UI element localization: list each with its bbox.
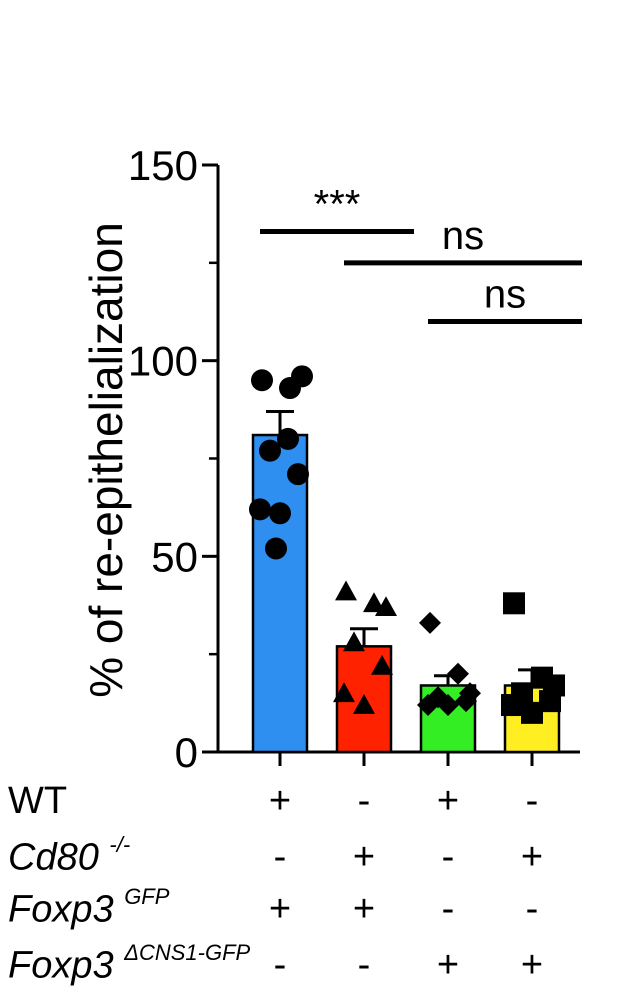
significance-label: ns <box>442 214 484 258</box>
data-point <box>259 439 281 462</box>
chart-canvas: 0 50 100 150 % of re-epithelialization *** nsn… <box>80 142 582 770</box>
data-point <box>455 690 477 713</box>
condition-mark: - <box>357 780 371 822</box>
condition-mark: - <box>441 888 455 930</box>
data-point <box>371 654 393 675</box>
data-point <box>333 682 355 703</box>
condition-mark: + <box>436 780 460 822</box>
condition-mark: - <box>273 836 287 878</box>
condition-mark: - <box>273 944 287 986</box>
condition-mark: - <box>357 944 371 986</box>
condition-mark: + <box>352 888 376 930</box>
condition-mark: + <box>520 944 544 986</box>
data-point <box>363 592 385 613</box>
data-point <box>419 611 441 634</box>
condition-name: Foxp3 <box>8 888 114 931</box>
condition-name: Cd80 <box>8 836 99 879</box>
data-point <box>447 662 469 685</box>
y-tick-label: 50 <box>151 533 198 580</box>
y-tick-label: 100 <box>128 338 198 385</box>
condition-name: WT <box>8 780 68 822</box>
condition-mark: + <box>436 944 460 986</box>
data-point <box>417 694 439 717</box>
condition-label: Foxp3 ΔCNS1-GFP <box>8 940 250 988</box>
y-axis-label: % of re-epithelialization <box>80 222 132 698</box>
significance-label: *** <box>314 183 361 227</box>
condition-mark: + <box>352 836 376 878</box>
condition-mark: + <box>268 888 292 930</box>
bar-1 <box>251 433 309 754</box>
condition-label: Foxp3 GFP <box>8 884 169 932</box>
data-point <box>335 580 357 601</box>
data-point <box>251 369 273 392</box>
condition-mark: - <box>441 836 455 878</box>
data-point <box>375 596 397 617</box>
condition-name: Foxp3 <box>8 944 114 987</box>
condition-superscript: GFP <box>124 884 170 909</box>
condition-mark: - <box>525 780 539 822</box>
data-point <box>501 694 523 717</box>
data-point <box>291 365 313 388</box>
condition-label: Cd80 -/- <box>8 832 130 880</box>
y-tick-label: 150 <box>128 142 198 189</box>
condition-mark: + <box>520 836 544 878</box>
data-point <box>539 690 561 713</box>
condition-mark: - <box>525 888 539 930</box>
condition-superscript: -/- <box>109 832 131 857</box>
y-tick-label: 0 <box>175 729 198 770</box>
data-point <box>353 694 375 714</box>
data-point <box>503 592 525 615</box>
data-point <box>269 502 291 525</box>
data-point <box>277 427 299 450</box>
data-point <box>249 498 271 521</box>
data-point <box>343 631 365 652</box>
data-point <box>287 463 309 486</box>
data-point <box>521 701 543 724</box>
data-point <box>265 537 287 560</box>
condition-superscript: ΔCNS1-GFP <box>124 940 251 965</box>
condition-mark: + <box>268 780 292 822</box>
condition-label: WT <box>8 780 67 823</box>
data-point <box>437 694 459 717</box>
significance-label: ns <box>484 273 526 317</box>
